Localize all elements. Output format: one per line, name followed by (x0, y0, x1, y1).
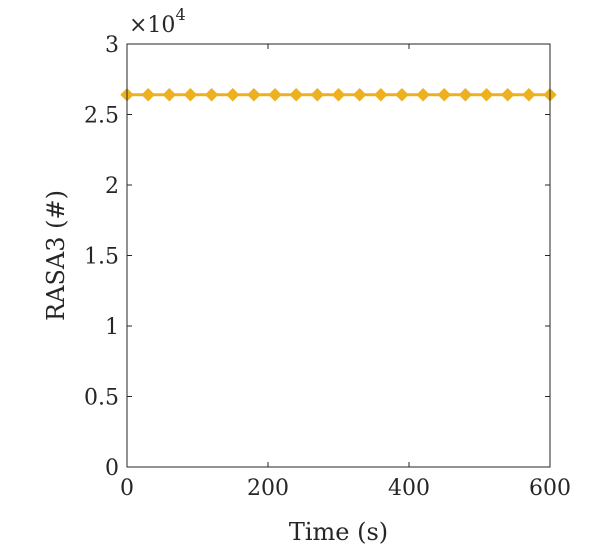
data-point-marker (458, 88, 473, 102)
data-point-marker (352, 88, 367, 102)
ticks-layer: 0 200 400 600 0 0.5 1 1.5 2 2.5 3 (84, 33, 571, 501)
y-multiplier-base: ×10 (129, 13, 175, 38)
data-point-marker (395, 88, 409, 102)
y-axis-label: RASA3 (#) (42, 190, 70, 321)
y-multiplier-exponent: 4 (175, 5, 185, 24)
series-layer (120, 88, 557, 102)
y-multiplier-label: ×104 (129, 5, 186, 38)
data-point-marker (522, 88, 536, 102)
data-point-marker (437, 88, 451, 102)
data-point-marker (183, 88, 198, 102)
y-tick-label: 0 (105, 456, 119, 481)
data-point-marker (416, 88, 430, 102)
x-tick-label: 400 (388, 476, 430, 501)
x-tick-label: 0 (120, 476, 134, 501)
data-point-marker (479, 88, 494, 102)
x-tick-label: 600 (529, 476, 571, 501)
data-point-marker (310, 88, 325, 102)
data-point-marker (226, 88, 240, 102)
y-tick-label: 3 (105, 33, 119, 58)
data-point-marker (374, 88, 388, 102)
data-point-marker (331, 88, 346, 102)
data-point-marker (500, 88, 515, 102)
y-tick-label: 2 (105, 174, 119, 199)
x-tick-label: 200 (247, 476, 289, 501)
y-tick-label: 2.5 (84, 104, 119, 129)
data-point-marker (141, 88, 155, 102)
plot-area (127, 44, 550, 467)
data-point-marker (268, 88, 282, 102)
data-point-marker (247, 88, 261, 102)
y-tick-label: 1 (105, 315, 119, 340)
data-point-marker (204, 88, 219, 102)
data-point-marker (289, 88, 303, 102)
y-tick-label: 0.5 (84, 386, 119, 411)
y-tick-label: 1.5 (84, 245, 119, 270)
x-axis-label: Time (s) (289, 518, 388, 546)
data-point-marker (162, 88, 177, 102)
